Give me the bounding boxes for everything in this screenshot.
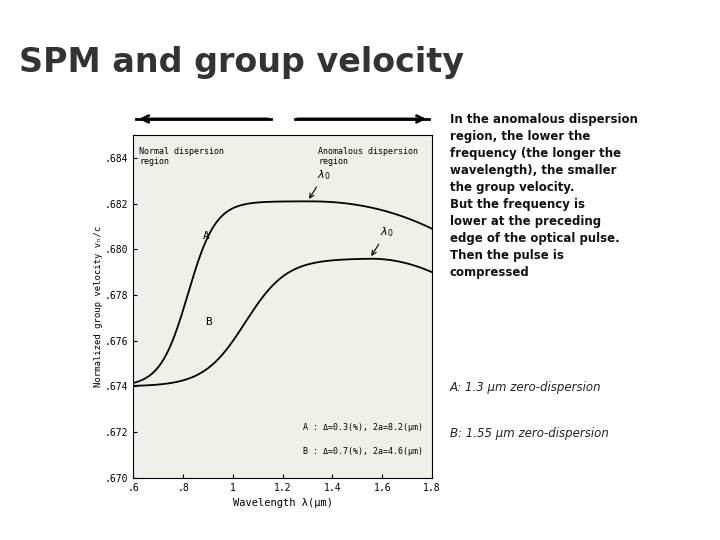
Text: $\lambda_0$: $\lambda_0$ (372, 225, 393, 255)
Text: Anomalous dispersion
region: Anomalous dispersion region (318, 147, 418, 166)
Text: In the anomalous dispersion
region, the lower the
frequency (the longer the
wave: In the anomalous dispersion region, the … (450, 113, 638, 279)
Text: B : Δ=0.7(%), 2a=4.6(μm): B : Δ=0.7(%), 2a=4.6(μm) (303, 447, 423, 456)
Text: A : Δ=0.3(%), 2a=8.2(μm): A : Δ=0.3(%), 2a=8.2(μm) (303, 423, 423, 432)
Text: B: 1.55 μm zero-dispersion: B: 1.55 μm zero-dispersion (450, 427, 609, 440)
Text: $\lambda_0$: $\lambda_0$ (310, 168, 331, 198)
Y-axis label: Normalized group velocity vₙ/c: Normalized group velocity vₙ/c (94, 226, 104, 387)
Text: B: B (205, 318, 212, 327)
X-axis label: Wavelength λ(μm): Wavelength λ(μm) (233, 498, 333, 508)
Text: Normal dispersion
region: Normal dispersion region (139, 147, 224, 166)
Text: A: A (203, 231, 210, 241)
Text: A: 1.3 μm zero-dispersion: A: 1.3 μm zero-dispersion (450, 381, 602, 394)
Text: SPM and group velocity: SPM and group velocity (19, 46, 464, 79)
